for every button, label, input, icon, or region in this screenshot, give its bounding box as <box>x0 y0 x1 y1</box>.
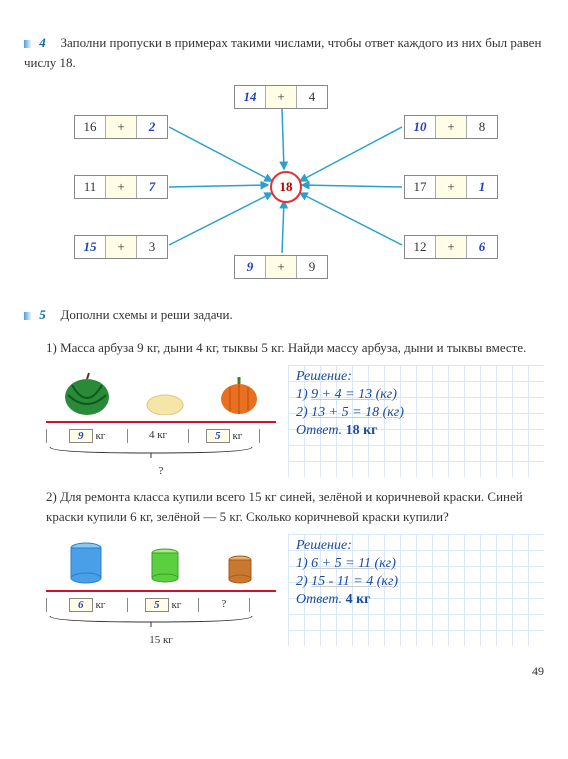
equation-box: 14+4 <box>234 85 328 109</box>
equation-box: 11+7 <box>74 175 168 199</box>
task4-text: Заполни пропуски в примерах такими числа… <box>24 35 541 70</box>
equation-box: 17+1 <box>404 175 498 199</box>
pumpkin-icon <box>218 375 260 415</box>
answer-value: 18 кг <box>346 423 378 438</box>
task5-number: 5 <box>39 305 57 325</box>
operator: + <box>106 176 137 198</box>
operand-a: 14 <box>235 86 266 108</box>
task5-text: Дополни схемы и реши задачи. <box>61 307 233 322</box>
brace-icon <box>46 614 256 628</box>
melon-icon <box>145 389 185 415</box>
paint-brown-icon <box>226 554 254 584</box>
operator: + <box>106 236 137 258</box>
operand-a: 12 <box>405 236 436 258</box>
problem2-row: 6 кг5 кг? 15 кг Решение: 1) 6 + 5 = 11 (… <box>46 534 544 646</box>
equation-diagram: 18 16+214+410+811+717+115+39+912+6 <box>24 85 544 285</box>
bar-segment: 5 кг <box>127 598 198 612</box>
answer-label: Ответ. <box>296 592 342 607</box>
given-value: 4 кг <box>149 429 167 441</box>
operand-b: 8 <box>467 116 497 138</box>
page-number: 49 <box>24 664 544 679</box>
operand-a: 10 <box>405 116 436 138</box>
problem1-bar: 9 кг 4 кг 5 кг ? <box>46 421 276 477</box>
answer-value: 4 кг <box>346 592 371 607</box>
operand-a: 17 <box>405 176 436 198</box>
filled-value: 6 <box>69 598 93 612</box>
watermelon-icon <box>62 371 112 415</box>
problem2-illustration: 6 кг5 кг? 15 кг <box>46 534 276 646</box>
task5-p1-text: 1) Масса арбуза 9 кг, дыни 4 кг, тыквы 5… <box>46 338 544 358</box>
answer-label: Ответ. <box>296 423 342 438</box>
center-value: 18 <box>280 179 293 195</box>
solution-title: Решение: <box>296 369 536 385</box>
filled-value: 5 <box>145 598 169 612</box>
solution-line: 1) 6 + 5 = 11 (кг) <box>296 556 536 572</box>
operator: + <box>106 116 137 138</box>
center-target: 18 <box>270 171 302 203</box>
task4-number: 4 <box>39 33 57 53</box>
operand-b: 3 <box>137 236 167 258</box>
operand-a: 9 <box>235 256 266 278</box>
bar-segment: 9 кг <box>46 429 127 443</box>
given-value: ? <box>222 598 227 610</box>
paint-green-icon <box>149 546 181 584</box>
equation-box: 12+6 <box>404 235 498 259</box>
equation-box: 10+8 <box>404 115 498 139</box>
operand-b: 1 <box>467 176 497 198</box>
p2-brace-label: 15 кг <box>46 634 276 646</box>
filled-value: 9 <box>69 429 93 443</box>
problem1-row: 9 кг 4 кг 5 кг ? Решение: 1) 9 + 4 = 13 (к… <box>46 365 544 477</box>
bar-segment: 6 кг <box>46 598 127 612</box>
filled-value: 5 <box>206 429 230 443</box>
operand-b: 9 <box>297 256 327 278</box>
operand-a: 11 <box>75 176 106 198</box>
operand-b: 7 <box>137 176 167 198</box>
problem2-solution: Решение: 1) 6 + 5 = 11 (кг) 2) 15 - 11 = … <box>288 534 544 646</box>
paint-blue-icon <box>68 540 104 584</box>
equation-box: 16+2 <box>74 115 168 139</box>
equation-box: 15+3 <box>74 235 168 259</box>
problem1-solution: Решение: 1) 9 + 4 = 13 (кг) 2) 13 + 5 = 1… <box>288 365 544 477</box>
solution-line: 2) 13 + 5 = 18 (кг) <box>296 405 536 421</box>
operator: + <box>436 236 467 258</box>
task-marker <box>24 312 32 320</box>
operand-a: 16 <box>75 116 106 138</box>
equation-box: 9+9 <box>234 255 328 279</box>
problem1-illustration: 9 кг 4 кг 5 кг ? <box>46 365 276 477</box>
operand-b: 4 <box>297 86 327 108</box>
operator: + <box>266 256 297 278</box>
p1-brace-label: ? <box>46 465 276 477</box>
task5-prompt: 5 Дополни схемы и реши задачи. <box>24 305 544 325</box>
task-4: 4 Заполни пропуски в примерах такими чис… <box>24 33 544 285</box>
task-marker <box>24 40 32 48</box>
bar-segment: 5 кг <box>188 429 260 443</box>
solution-line: 1) 9 + 4 = 13 (кг) <box>296 387 536 403</box>
bar-segment: 4 кг <box>127 429 188 443</box>
operand-b: 6 <box>467 236 497 258</box>
brace-icon <box>46 445 256 459</box>
bar-segment: ? <box>198 598 250 612</box>
operator: + <box>266 86 297 108</box>
solution-line: 2) 15 - 11 = 4 (кг) <box>296 574 536 590</box>
solution-title: Решение: <box>296 538 536 554</box>
task4-prompt: 4 Заполни пропуски в примерах такими чис… <box>24 33 544 72</box>
task-5: 5 Дополни схемы и реши задачи. 1) Масса … <box>24 305 544 646</box>
operator: + <box>436 116 467 138</box>
task5-p2-text: 2) Для ремонта класса купили всего 15 кг… <box>46 487 544 526</box>
operator: + <box>436 176 467 198</box>
problem2-bar: 6 кг5 кг? 15 кг <box>46 590 276 646</box>
operand-b: 2 <box>137 116 167 138</box>
operand-a: 15 <box>75 236 106 258</box>
